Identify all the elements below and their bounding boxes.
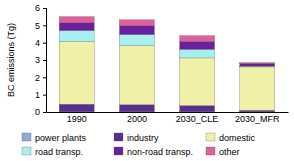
tick-label: 4 bbox=[35, 38, 40, 48]
bar-segment bbox=[180, 106, 215, 112]
series bbox=[59, 42, 275, 110]
tick-label: 3 bbox=[35, 55, 40, 65]
legend: power plants industry domestic road transp.… bbox=[22, 133, 256, 157]
tick: 1 bbox=[35, 90, 46, 100]
legend-swatch bbox=[114, 147, 123, 155]
tick-mark bbox=[43, 95, 46, 96]
legend-label: other bbox=[219, 147, 240, 157]
axis-line bbox=[43, 9, 47, 113]
tick-label: 2030_MFR bbox=[235, 114, 280, 124]
bar-segment bbox=[240, 111, 275, 112]
bar-segment bbox=[180, 58, 215, 106]
bar-segment bbox=[119, 20, 154, 26]
legend-label: road transp. bbox=[35, 147, 83, 157]
bar-segment bbox=[240, 62, 275, 64]
bar-segment bbox=[240, 63, 275, 66]
bar-segment bbox=[240, 110, 275, 111]
tick-mark bbox=[43, 112, 46, 113]
tick-mark bbox=[43, 8, 46, 9]
tick: 6 bbox=[35, 3, 46, 13]
tick-mark bbox=[43, 43, 46, 44]
legend-item: road transp. bbox=[22, 147, 83, 157]
tick-label: 0 bbox=[35, 107, 40, 117]
tick: 5 bbox=[35, 21, 46, 31]
series bbox=[59, 31, 275, 67]
legend-item: non-road transp. bbox=[114, 147, 193, 157]
bar-segment bbox=[59, 42, 94, 104]
legend-item: other bbox=[206, 147, 240, 157]
bar-segment bbox=[59, 23, 94, 31]
bar-segment bbox=[119, 26, 154, 35]
tick-label: 5 bbox=[35, 21, 40, 31]
series bbox=[59, 23, 275, 66]
bar-segment bbox=[180, 49, 215, 58]
bar-segment bbox=[59, 31, 94, 42]
bar-segment bbox=[59, 104, 94, 111]
tick-label: 1990 bbox=[67, 114, 87, 124]
tick: 2030_MFR bbox=[235, 112, 280, 124]
tick: 3 bbox=[35, 55, 46, 65]
legend-item: power plants bbox=[22, 133, 87, 143]
bar-segment bbox=[119, 35, 154, 46]
bar-segment bbox=[119, 46, 154, 105]
legend-swatch bbox=[22, 147, 31, 155]
tick-label: 2000 bbox=[127, 114, 147, 124]
legend-swatch bbox=[22, 133, 31, 141]
bar-segment bbox=[59, 17, 94, 23]
tick-mark bbox=[43, 60, 46, 61]
legend-swatch bbox=[206, 133, 215, 141]
tick: 4 bbox=[35, 38, 46, 48]
tick-label: 2 bbox=[35, 73, 40, 83]
bars bbox=[59, 17, 275, 112]
legend-label: power plants bbox=[35, 133, 87, 143]
axis-title: BC emissions (Tg) bbox=[6, 23, 16, 97]
legend-label: domestic bbox=[219, 133, 256, 143]
axis-line bbox=[47, 112, 289, 113]
legend-label: industry bbox=[127, 133, 159, 143]
tick: 2 bbox=[35, 73, 46, 83]
tick: 2030_CLE bbox=[176, 112, 219, 124]
tick-label: 2030_CLE bbox=[176, 114, 219, 124]
legend-item: domestic bbox=[206, 133, 256, 143]
x-axis: 1990 2000 2030_CLE 2030_MFR bbox=[47, 112, 289, 124]
legend-item: industry bbox=[114, 133, 159, 143]
tick: 0 bbox=[35, 107, 46, 117]
plot: 0 1 2 3 4 5 6 1990 2000 2030_CLE 2030_MFR bbox=[35, 3, 289, 124]
legend-label: non-road transp. bbox=[127, 147, 193, 157]
bar-segment bbox=[180, 41, 215, 49]
bar-segment bbox=[119, 105, 154, 112]
series bbox=[59, 17, 275, 64]
tick: 2000 bbox=[127, 112, 147, 124]
tick-mark bbox=[43, 77, 46, 78]
tick-label: 6 bbox=[35, 3, 40, 13]
tick: 1990 bbox=[67, 112, 87, 124]
legend-swatch bbox=[114, 133, 123, 141]
legend-swatch bbox=[206, 147, 215, 155]
bar-segment bbox=[180, 36, 215, 42]
y-axis: 0 1 2 3 4 5 6 bbox=[35, 3, 47, 117]
tick-label: 1 bbox=[35, 90, 40, 100]
chart: 0 1 2 3 4 5 6 1990 2000 2030_CLE 2030_MFR BC emissi… bbox=[0, 0, 294, 161]
tick-mark bbox=[43, 25, 46, 26]
bar-segment bbox=[240, 67, 275, 110]
